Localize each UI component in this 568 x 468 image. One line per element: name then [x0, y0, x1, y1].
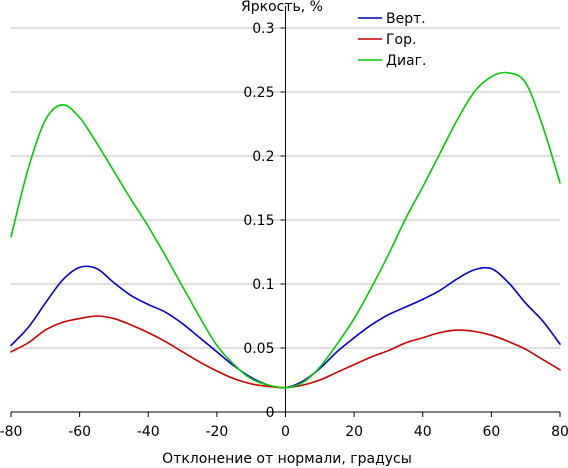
x-axis-title: Отклонение от нормали, градусы [162, 451, 412, 467]
series-layer [10, 71, 561, 389]
y-tick-label: 0.3 [252, 21, 274, 37]
y-tick-label: 0 [266, 405, 275, 421]
y-axis-title: Яркость, % [241, 0, 323, 15]
legend-label-hor: Гор. [386, 32, 416, 48]
x-tick-label: -60 [68, 424, 91, 440]
axes-layer [10, 6, 561, 417]
x-tick-label: 40 [414, 424, 432, 440]
legend: Верт. Гор. Диаг. [358, 11, 426, 69]
legend-label-vert: Верт. [386, 11, 426, 27]
x-tick-label: -80 [0, 424, 22, 440]
tick-label-layer: -80 -60 -40 -20 0 20 40 60 80 0 0.05 0.1 0.15 0.2 0.25… [0, 21, 568, 440]
y-tick-label: 0.15 [243, 213, 274, 229]
x-tick-label: -40 [137, 424, 160, 440]
y-tick-label: 0.05 [243, 341, 274, 357]
x-tick-label: 0 [281, 424, 290, 440]
x-tick-label: 20 [345, 424, 363, 440]
y-tick-label: 0.2 [252, 149, 274, 165]
y-tick-label: 0.1 [252, 277, 274, 293]
x-tick-label: 80 [551, 424, 568, 440]
x-tick-label: 60 [482, 424, 500, 440]
y-tick-label: 0.25 [243, 85, 274, 101]
series-line-diag [10, 71, 561, 389]
x-tick-label: -20 [205, 424, 228, 440]
legend-label-diag: Диаг. [386, 53, 426, 69]
